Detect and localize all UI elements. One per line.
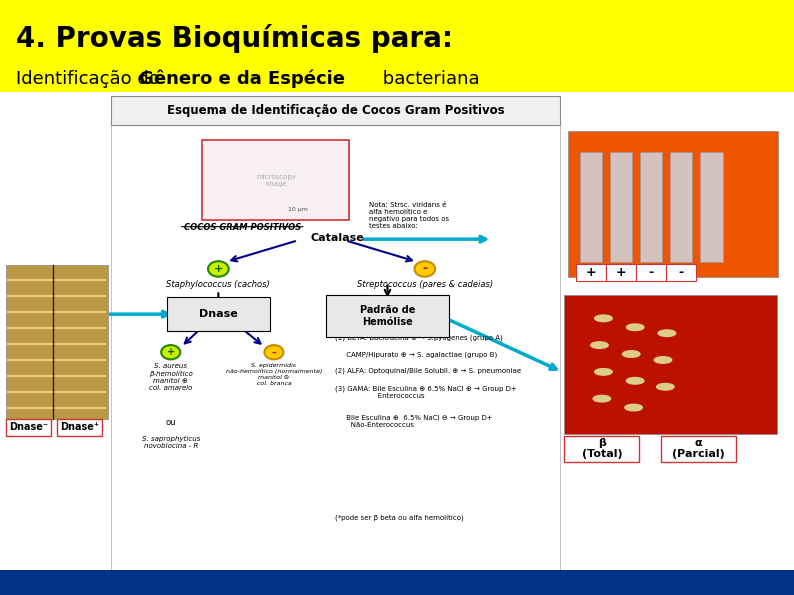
Text: (1) BETA: Bacitracina ⊕ → S.pyogenes (grupo A): (1) BETA: Bacitracina ⊕ → S.pyogenes (gr… <box>335 334 503 341</box>
Text: α
(Parcial): α (Parcial) <box>673 438 725 459</box>
FancyBboxPatch shape <box>167 297 270 331</box>
Ellipse shape <box>654 356 672 363</box>
Text: Padrão de
Hemólise: Padrão de Hemólise <box>360 305 415 327</box>
FancyBboxPatch shape <box>610 152 632 262</box>
FancyBboxPatch shape <box>580 152 602 262</box>
FancyBboxPatch shape <box>111 96 560 125</box>
Text: Esquema de Identificação de Cocos Gram Positivos: Esquema de Identificação de Cocos Gram P… <box>167 104 505 117</box>
Text: Nota: Strsc. viridans é
alfa hemolítico e
negativo para todos os
testes abaixo:: Nota: Strsc. viridans é alfa hemolítico … <box>369 202 449 229</box>
Ellipse shape <box>658 330 676 337</box>
Ellipse shape <box>622 351 640 357</box>
Ellipse shape <box>591 342 608 349</box>
Text: Streptococcus (pares & cadeias): Streptococcus (pares & cadeias) <box>357 280 493 289</box>
FancyBboxPatch shape <box>568 131 778 277</box>
Circle shape <box>161 345 180 359</box>
FancyBboxPatch shape <box>0 570 794 595</box>
Ellipse shape <box>657 384 674 390</box>
Circle shape <box>208 261 229 277</box>
Text: Gênero e da Espécie: Gênero e da Espécie <box>139 69 345 88</box>
Ellipse shape <box>625 405 642 411</box>
Text: Dnase: Dnase <box>199 309 237 319</box>
Text: S. aureus
β-hemolítico
manitol ⊕
col. amarelo: S. aureus β-hemolítico manitol ⊕ col. am… <box>148 363 193 390</box>
FancyBboxPatch shape <box>326 295 449 337</box>
Text: Catalase: Catalase <box>310 233 364 243</box>
FancyBboxPatch shape <box>666 264 696 281</box>
Text: bacteriana: bacteriana <box>377 70 480 87</box>
FancyBboxPatch shape <box>57 419 102 436</box>
Text: 4. Provas Bioquímicas para:: 4. Provas Bioquímicas para: <box>16 24 453 53</box>
Text: Bile Esculina ⊕  6.5% NaCl ⊖ → Group D+
       Não-Enterococcus: Bile Esculina ⊕ 6.5% NaCl ⊖ → Group D+ N… <box>335 415 493 428</box>
FancyBboxPatch shape <box>640 152 662 262</box>
Ellipse shape <box>626 378 644 384</box>
Ellipse shape <box>595 315 612 321</box>
Text: Staphylococcus (cachos): Staphylococcus (cachos) <box>167 280 270 289</box>
FancyBboxPatch shape <box>564 436 639 462</box>
Text: Identificação do: Identificação do <box>16 70 165 87</box>
Text: Dnase⁺: Dnase⁺ <box>60 422 99 432</box>
Text: CAMP/Hipurato ⊕ → S. agalactiae (grupo B): CAMP/Hipurato ⊕ → S. agalactiae (grupo B… <box>335 351 497 358</box>
FancyBboxPatch shape <box>606 264 636 281</box>
Text: +: + <box>585 266 596 279</box>
Ellipse shape <box>595 369 612 375</box>
Text: microscopy
image: microscopy image <box>256 174 296 187</box>
FancyBboxPatch shape <box>6 265 108 419</box>
FancyBboxPatch shape <box>576 264 606 281</box>
Circle shape <box>414 261 435 277</box>
Text: (2) ALFA: Optoquinal/Bile Solubil. ⊕ → S. pneumoniae: (2) ALFA: Optoquinal/Bile Solubil. ⊕ → S… <box>335 368 521 374</box>
Text: β
(Total): β (Total) <box>581 438 622 459</box>
Text: S. saprophyticus
novobiocina - R: S. saprophyticus novobiocina - R <box>141 436 200 449</box>
FancyBboxPatch shape <box>111 98 560 571</box>
FancyBboxPatch shape <box>202 140 349 220</box>
Text: -: - <box>649 266 653 279</box>
FancyBboxPatch shape <box>670 152 692 262</box>
Text: -: - <box>422 262 427 275</box>
FancyBboxPatch shape <box>0 0 794 92</box>
FancyBboxPatch shape <box>661 436 736 462</box>
Text: -: - <box>272 347 276 357</box>
Text: COCOS GRAM POSITIVOS: COCOS GRAM POSITIVOS <box>183 223 301 231</box>
Text: +: + <box>214 264 223 274</box>
Text: S. epidermidis
não-hemolítico (normalmente)
manitol ⊖
col. branca: S. epidermidis não-hemolítico (normalmen… <box>225 363 322 386</box>
Text: +: + <box>615 266 626 279</box>
Text: (3) GAMA: Bile Esculina ⊕ 6.5% NaCl ⊕ → Group D+
                   Enterococcus: (3) GAMA: Bile Esculina ⊕ 6.5% NaCl ⊕ → … <box>335 386 517 399</box>
Text: (*pode ser β beta ou alfa hemolítico): (*pode ser β beta ou alfa hemolítico) <box>335 515 464 522</box>
FancyBboxPatch shape <box>564 295 777 434</box>
Text: Dnase⁻: Dnase⁻ <box>9 422 48 432</box>
Text: -: - <box>679 266 684 279</box>
Text: +: + <box>167 347 175 357</box>
Ellipse shape <box>593 396 611 402</box>
FancyBboxPatch shape <box>700 152 723 262</box>
FancyBboxPatch shape <box>636 264 666 281</box>
FancyBboxPatch shape <box>6 419 51 436</box>
Text: 10 μm: 10 μm <box>287 208 308 212</box>
Text: ou: ou <box>165 418 176 427</box>
Ellipse shape <box>626 324 644 331</box>
Circle shape <box>264 345 283 359</box>
